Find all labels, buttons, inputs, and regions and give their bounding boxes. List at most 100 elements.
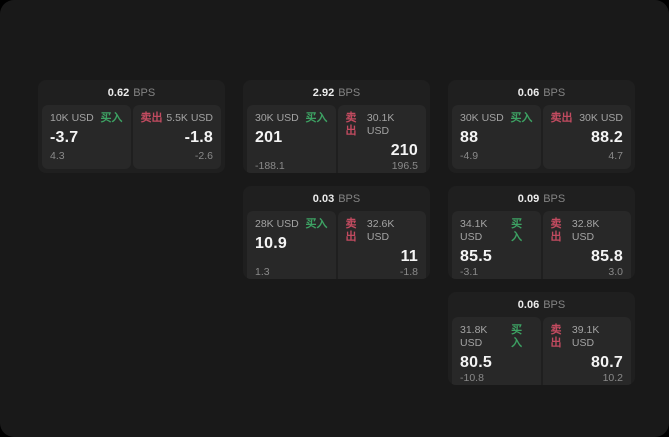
buy-sub-value: -188.1 xyxy=(255,160,285,172)
bps-value: 0.03 xyxy=(312,192,335,205)
buy-quote-panel[interactable]: 10K USD 买入 -3.7 4.3 xyxy=(42,105,131,169)
buy-price: 88 xyxy=(460,129,479,146)
sell-quote-panel[interactable]: 卖出 39.1K USD 80.7 10.2 xyxy=(542,317,631,385)
sell-amount: 32.8K USD xyxy=(571,218,600,243)
buy-price: 80.5 xyxy=(460,354,492,371)
bps-unit-label: BPS xyxy=(543,192,566,205)
bps-unit-label: BPS xyxy=(543,86,566,99)
quote-card: 0.06 BPS 31.8K USD 买入 80.5 -10.8 卖出 39.1… xyxy=(448,292,635,385)
bps-unit-label: BPS xyxy=(338,192,361,205)
buy-side-label: 买入 xyxy=(511,324,523,349)
sell-quote-panel[interactable]: 卖出 5.5K USD -1.8 -2.6 xyxy=(132,105,221,169)
sell-amount: 32.6K USD xyxy=(366,218,395,243)
sell-sub-value: -1.8 xyxy=(399,266,418,278)
sell-sub-value: 196.5 xyxy=(391,160,418,172)
quote-card-grid: 0.62 BPS 10K USD 买入 -3.7 4.3 卖出 5.5K USD… xyxy=(38,80,635,385)
quote-card: 0.62 BPS 10K USD 买入 -3.7 4.3 卖出 5.5K USD… xyxy=(38,80,225,173)
sell-panel-header: 卖出 32.8K USD xyxy=(551,218,624,244)
bps-value: 2.92 xyxy=(312,86,335,99)
buy-quote-panel[interactable]: 30K USD 买入 88 -4.9 xyxy=(452,105,541,169)
buy-price: 10.9 xyxy=(255,235,287,252)
buy-amount: 10K USD xyxy=(50,112,94,124)
buy-quote-panel[interactable]: 28K USD 买入 10.9 1.3 xyxy=(247,211,336,279)
buy-sub-value: -3.1 xyxy=(460,266,479,278)
buy-panel-header: 30K USD 买入 xyxy=(460,112,533,125)
sell-price: 11 xyxy=(400,248,418,265)
sell-quote-panel[interactable]: 卖出 32.8K USD 85.8 3.0 xyxy=(542,211,631,279)
bps-value: 0.09 xyxy=(517,192,540,205)
buy-side-label: 买入 xyxy=(305,218,328,230)
card-header: 0.06 BPS xyxy=(448,80,635,105)
buy-side-label: 买入 xyxy=(510,112,533,124)
sell-price: -1.8 xyxy=(184,129,213,146)
buy-sell-panels: 30K USD 买入 201 -188.1 卖出 30.1K USD 210 1… xyxy=(243,105,430,173)
bps-value: 0.06 xyxy=(517,298,540,311)
sell-amount: 5.5K USD xyxy=(166,112,213,124)
sell-side-label: 卖出 xyxy=(550,324,562,349)
buy-sub-value: -4.9 xyxy=(460,150,479,162)
sell-quote-panel[interactable]: 卖出 30.1K USD 210 196.5 xyxy=(337,105,426,173)
sell-price: 85.8 xyxy=(591,248,623,265)
buy-quote-panel[interactable]: 30K USD 买入 201 -188.1 xyxy=(247,105,336,173)
buy-price: 85.5 xyxy=(460,248,492,265)
sell-sub-value: 3.0 xyxy=(608,266,623,278)
buy-sub-value: -10.8 xyxy=(460,372,484,384)
sell-quote-panel[interactable]: 卖出 32.6K USD 11 -1.8 xyxy=(337,211,426,279)
quote-card: 0.03 BPS 28K USD 买入 10.9 1.3 卖出 32.6K US… xyxy=(243,186,430,279)
buy-sell-panels: 34.1K USD 买入 85.5 -3.1 卖出 32.8K USD 85.8… xyxy=(448,211,635,279)
sell-side-label: 卖出 xyxy=(345,218,357,243)
sell-price: 88.2 xyxy=(591,129,623,146)
sell-panel-header: 卖出 5.5K USD xyxy=(141,112,214,125)
sell-panel-header: 卖出 39.1K USD xyxy=(551,324,624,350)
sell-amount: 30.1K USD xyxy=(366,112,395,137)
buy-panel-header: 31.8K USD 买入 xyxy=(460,324,533,350)
buy-panel-header: 30K USD 买入 xyxy=(255,112,328,125)
sell-price: 80.7 xyxy=(591,354,623,371)
card-header: 2.92 BPS xyxy=(243,80,430,105)
bps-value: 0.62 xyxy=(107,86,130,99)
buy-sell-panels: 31.8K USD 买入 80.5 -10.8 卖出 39.1K USD 80.… xyxy=(448,317,635,385)
buy-sell-panels: 30K USD 买入 88 -4.9 卖出 30K USD 88.2 4.7 xyxy=(448,105,635,173)
buy-panel-header: 34.1K USD 买入 xyxy=(460,218,533,244)
buy-price: -3.7 xyxy=(50,129,79,146)
sell-side-label: 卖出 xyxy=(140,112,163,124)
bps-unit-label: BPS xyxy=(133,86,156,99)
buy-amount: 31.8K USD xyxy=(460,324,488,349)
buy-sell-panels: 10K USD 买入 -3.7 4.3 卖出 5.5K USD -1.8 -2.… xyxy=(38,105,225,173)
buy-price: 201 xyxy=(255,129,283,146)
sell-sub-value: 10.2 xyxy=(602,372,623,384)
buy-sub-value: 4.3 xyxy=(50,150,65,162)
sell-sub-value: 4.7 xyxy=(608,150,623,162)
buy-side-label: 买入 xyxy=(305,112,328,124)
quote-card: 0.09 BPS 34.1K USD 买入 85.5 -3.1 卖出 32.8K… xyxy=(448,186,635,279)
bps-unit-label: BPS xyxy=(543,298,566,311)
quote-card: 2.92 BPS 30K USD 买入 201 -188.1 卖出 30.1K … xyxy=(243,80,430,173)
sell-panel-header: 卖出 30K USD xyxy=(551,112,624,125)
sell-side-label: 卖出 xyxy=(345,112,357,137)
sell-amount: 30K USD xyxy=(579,112,623,124)
sell-panel-header: 卖出 30.1K USD xyxy=(346,112,419,138)
buy-amount: 30K USD xyxy=(460,112,504,124)
card-header: 0.06 BPS xyxy=(448,292,635,317)
buy-sell-panels: 28K USD 买入 10.9 1.3 卖出 32.6K USD 11 -1.8 xyxy=(243,211,430,279)
card-header: 0.62 BPS xyxy=(38,80,225,105)
buy-panel-header: 10K USD 买入 xyxy=(50,112,123,125)
sell-quote-panel[interactable]: 卖出 30K USD 88.2 4.7 xyxy=(542,105,631,169)
buy-quote-panel[interactable]: 34.1K USD 买入 85.5 -3.1 xyxy=(452,211,541,279)
bps-unit-label: BPS xyxy=(338,86,361,99)
buy-quote-panel[interactable]: 31.8K USD 买入 80.5 -10.8 xyxy=(452,317,541,385)
buy-amount: 28K USD xyxy=(255,218,299,230)
bps-value: 0.06 xyxy=(517,86,540,99)
buy-amount: 30K USD xyxy=(255,112,299,124)
card-header: 0.09 BPS xyxy=(448,186,635,211)
sell-side-label: 卖出 xyxy=(550,112,573,124)
sell-panel-header: 卖出 32.6K USD xyxy=(346,218,419,244)
quote-card: 0.06 BPS 30K USD 买入 88 -4.9 卖出 30K USD 8… xyxy=(448,80,635,173)
card-header: 0.03 BPS xyxy=(243,186,430,211)
sell-side-label: 卖出 xyxy=(550,218,562,243)
buy-side-label: 买入 xyxy=(100,112,123,124)
buy-amount: 34.1K USD xyxy=(460,218,488,243)
sell-price: 210 xyxy=(390,142,418,159)
sell-amount: 39.1K USD xyxy=(571,324,600,349)
